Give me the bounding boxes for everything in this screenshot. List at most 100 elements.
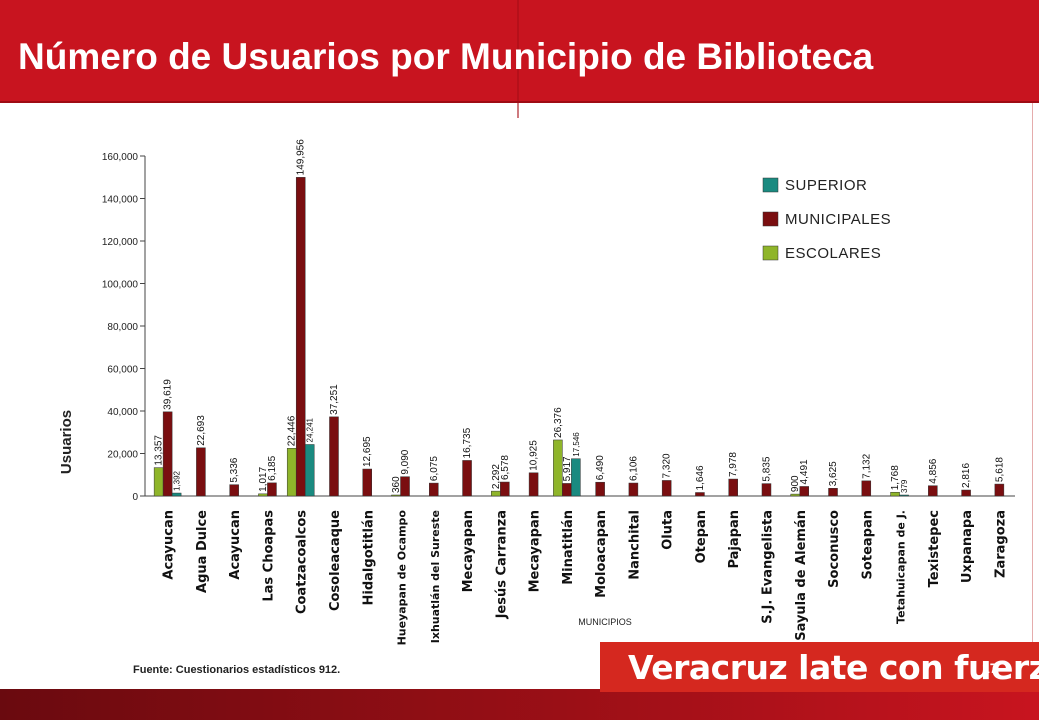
bar-municipales: [961, 489, 971, 497]
bar-municipales: [400, 476, 410, 497]
x-tick-label: Las Choapas: [261, 510, 276, 602]
bar-escolares: [391, 494, 401, 497]
data-label: 22,446: [287, 415, 298, 446]
legend-swatch: [762, 245, 779, 261]
data-label: 2,292: [491, 464, 502, 489]
bar-municipales: [661, 480, 672, 497]
data-label: 360: [391, 476, 402, 493]
data-label: 37,251: [329, 384, 340, 415]
bar-escolares: [553, 439, 563, 497]
x-axis: Acayucan Agua Dulce Acayucan Las Choapas Coa…: [162, 510, 1009, 646]
page-title: Número de Usuarios por Municipio de Bibl…: [18, 36, 874, 77]
bar-municipales: [928, 485, 938, 497]
y-tick-label: 120,000: [102, 237, 139, 248]
x-tick-label: Nanchital: [627, 510, 642, 580]
data-label: 7,132: [861, 453, 872, 478]
bar-superior: [304, 444, 315, 497]
x-tick-label: Soconusco: [827, 510, 842, 588]
bar-municipales: [500, 481, 510, 497]
x-tick-label: Mecayapan: [461, 510, 476, 592]
banner-divider: [517, 0, 519, 118]
y-tick-label: 100,000: [102, 280, 139, 291]
bar-municipales: [295, 177, 306, 497]
title-banner: Número de Usuarios por Municipio de Bibl…: [0, 0, 1039, 118]
x-tick-label: Otepan: [694, 510, 709, 563]
data-label: 3,625: [828, 461, 839, 486]
data-label: 5,336: [229, 457, 240, 482]
footer-band: [0, 689, 1039, 720]
x-tick-label: Coatzacoalcos: [295, 510, 310, 614]
data-label: 1,768: [890, 465, 901, 490]
data-label: 6,106: [628, 456, 639, 481]
x-tick-label: Minatitlán: [561, 510, 576, 585]
bar-chart: 0 20,000 40,000 60,000 80,000 100,000 120,000 1…: [58, 139, 1015, 646]
bar-municipales: [196, 447, 206, 497]
x-tick-label: Zaragoza: [993, 510, 1008, 578]
x-tick-label: Moloacapan: [594, 510, 609, 598]
data-label: 7,320: [662, 453, 673, 478]
data-label: 1,646: [695, 465, 706, 490]
bar-escolares: [258, 493, 268, 497]
data-label: 10,925: [529, 440, 540, 471]
data-label: 6,490: [595, 455, 606, 480]
data-label: 24,241: [306, 417, 315, 442]
bars: [153, 177, 1005, 497]
bar-superior: [899, 494, 909, 497]
x-tick-label: Jesús Carranza: [494, 510, 509, 619]
bar-municipales: [562, 483, 572, 497]
x-tick-label: Acayucan: [228, 510, 243, 580]
bar-escolares: [890, 491, 900, 497]
x-tick-label: Cosoleacaque: [328, 510, 343, 611]
data-label: 9,090: [400, 449, 411, 474]
bar-municipales: [462, 460, 472, 497]
source-note: Fuente: Cuestionarios estadísticos 912.: [133, 664, 341, 676]
data-label: 26,376: [553, 407, 564, 438]
data-label: 379: [900, 479, 909, 493]
data-label: 149,956: [296, 139, 307, 176]
y-tick-label: 140,000: [102, 195, 139, 206]
bar-municipales: [329, 416, 339, 497]
data-label: 6,578: [500, 455, 511, 480]
data-label: 39,619: [163, 379, 174, 410]
legend-swatch: [762, 211, 779, 227]
y-axis-title: Usuarios: [58, 410, 75, 474]
banner-bottom-line: [0, 101, 1039, 103]
data-label: 2,816: [961, 463, 972, 488]
bar-municipales: [429, 482, 439, 497]
x-tick-label: Uxpanapa: [960, 510, 975, 583]
data-label: 12,695: [362, 436, 373, 467]
data-label: 4,491: [799, 459, 810, 484]
x-axis-title: MUNICIPIOS: [578, 617, 632, 627]
data-label: 22,693: [196, 415, 207, 446]
x-tick-label: Texistepec: [927, 510, 942, 587]
slogan: Veracruz late con fuerza: [628, 648, 1039, 687]
bar-municipales: [162, 411, 173, 497]
right-guide-line: [1032, 103, 1033, 663]
data-label: 13,357: [154, 435, 165, 466]
bar-superior: [171, 492, 182, 497]
x-tick-label: Sayula de Alemán: [794, 510, 809, 641]
legend-label: ESCOLARES: [785, 245, 881, 262]
data-label: 6,185: [267, 455, 278, 480]
bar-escolares: [491, 490, 501, 497]
slogan-box: [600, 642, 1039, 692]
bar-municipales: [799, 486, 809, 497]
bar-municipales: [595, 481, 605, 497]
x-tick-label: Hidalgotitlán: [361, 510, 376, 605]
x-tick-label: Tetahuicapan de J.: [895, 510, 908, 624]
bar-municipales: [267, 482, 277, 497]
x-tick-label: Pajapan: [727, 510, 742, 569]
bar-municipales: [628, 482, 639, 497]
x-tick-label: Mecayapan: [528, 510, 543, 592]
page-number: 17: [982, 660, 998, 676]
bar-superior: [571, 458, 581, 497]
data-label: 6,075: [429, 456, 440, 481]
bar-municipales: [528, 472, 539, 497]
data-label: 5,835: [761, 456, 772, 481]
x-tick-label: Acayucan: [162, 510, 177, 580]
y-tick-label: 160,000: [102, 152, 139, 163]
y-tick-label: 80,000: [107, 322, 138, 333]
y-tick-label: 0: [132, 492, 138, 503]
x-tick-label: Oluta: [661, 510, 676, 550]
